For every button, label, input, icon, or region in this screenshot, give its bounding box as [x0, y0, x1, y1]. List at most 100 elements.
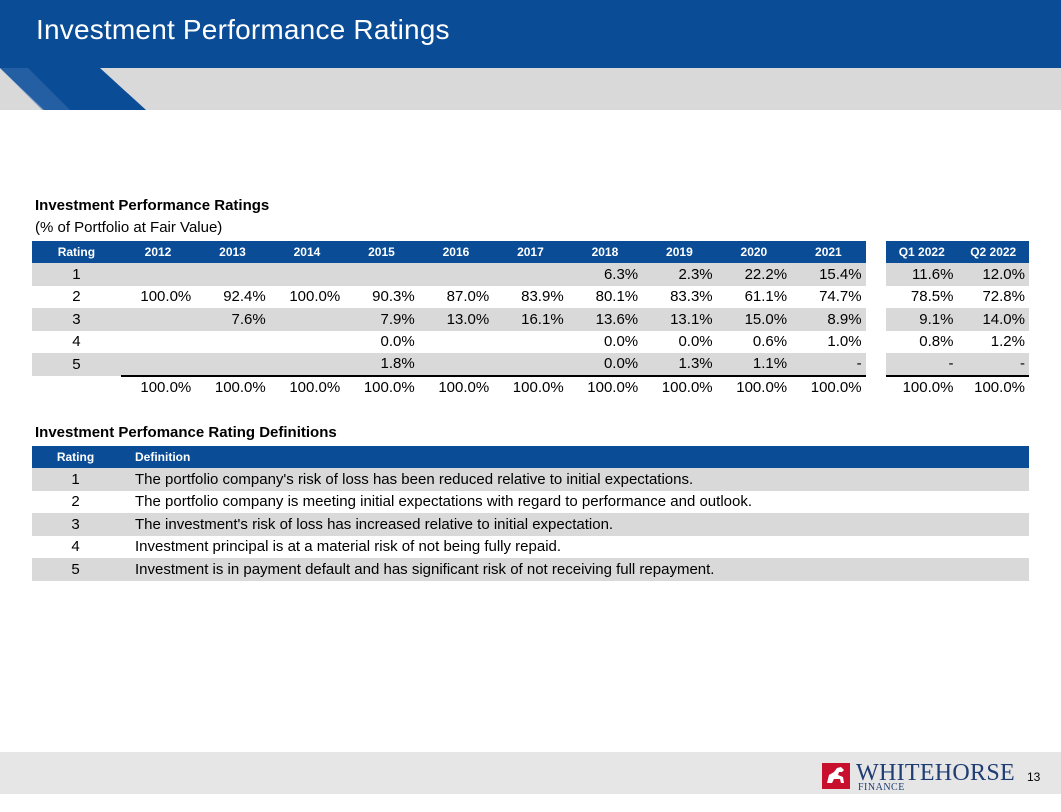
value-cell: 7.9%	[344, 308, 419, 331]
definition-row: 5 Investment is in payment default and h…	[32, 558, 1029, 581]
total-cell: 100.0%	[810, 378, 862, 396]
quarter-column-header: Q2 2022	[957, 241, 1029, 263]
value-cell	[493, 353, 568, 377]
column-gap	[865, 263, 887, 286]
totals-label-cell	[32, 376, 121, 399]
value-cell	[269, 308, 345, 331]
total-cell: 100.0%	[512, 378, 564, 396]
ratings-section-subtitle: (% of Portfolio at Fair Value)	[35, 219, 223, 236]
value-cell: 16.1%	[493, 308, 568, 331]
value-cell: 12.0%	[957, 263, 1029, 286]
value-cell: 9.1%	[886, 308, 958, 331]
value-cell: 61.1%	[744, 288, 788, 306]
definition-cell: Investment is in payment default and has…	[119, 558, 1029, 581]
total-cell: 100.0%	[214, 378, 266, 396]
value-cell: 13.6%	[567, 308, 643, 331]
value-cell: 0.8%	[919, 333, 954, 351]
year-column-header: 2014	[269, 241, 345, 263]
value-cell: 1.1%	[716, 353, 792, 377]
rating-cell: 2	[71, 493, 80, 511]
value-cell: 83.9%	[521, 288, 564, 306]
value-cell	[493, 331, 567, 354]
year-column-header: 2015	[344, 241, 419, 263]
total-cell: 100.0%	[736, 378, 788, 396]
value-cell: 90.3%	[372, 288, 415, 306]
value-cell	[269, 353, 345, 377]
totals-row: 100.0% 100.0% 100.0% 100.0% 100.0% 100.0…	[32, 375, 1029, 399]
year-column-header: 2021	[791, 241, 866, 263]
value-cell	[344, 263, 419, 286]
value-cell: 0.0%	[678, 333, 713, 351]
value-cell	[195, 331, 269, 354]
table-row: 5 1.8% 0.0% 1.3% 1.1% - - -	[32, 353, 1029, 377]
definition-cell: The portfolio company is meeting initial…	[135, 493, 752, 511]
value-cell: 1.2%	[990, 333, 1025, 351]
column-gap	[865, 353, 887, 376]
value-cell	[270, 331, 344, 354]
definitions-table: Rating Definition 1 The portfolio compan…	[32, 446, 1029, 581]
rating-column-header: Rating	[32, 241, 121, 263]
value-cell: 6.3%	[567, 263, 643, 286]
definition-cell: The portfolio company's risk of loss has…	[119, 468, 1029, 491]
definition-column-header: Definition	[119, 446, 1029, 468]
column-gap	[865, 241, 887, 263]
value-cell: 80.1%	[595, 288, 639, 306]
value-cell: 2.3%	[642, 263, 717, 286]
rating-cell: 5	[32, 558, 119, 581]
horse-logo-icon	[822, 763, 850, 789]
definitions-header-row: Rating Definition	[32, 446, 1029, 468]
ratings-header-row: Rating 2012 2013 2014 2015 2016 2017 201…	[32, 241, 1029, 263]
value-cell: 0.6%	[752, 333, 788, 351]
year-column-header: 2016	[418, 241, 494, 263]
definition-cell: Investment principal is at a material ri…	[135, 538, 562, 556]
header-blue-band	[0, 0, 1061, 68]
value-cell: 15.4%	[791, 263, 866, 286]
value-cell: 87.0%	[446, 288, 490, 306]
value-cell	[195, 263, 270, 286]
value-cell: 0.0%	[603, 333, 639, 351]
value-cell: 92.4%	[223, 288, 266, 306]
rating-cell: 4	[71, 538, 80, 556]
value-cell: 13.1%	[642, 308, 717, 331]
total-cell: 100.0%	[140, 378, 192, 396]
year-column-header: 2017	[493, 241, 568, 263]
value-cell: 74.7%	[819, 288, 862, 306]
value-cell	[269, 263, 345, 286]
total-cell: 100.0%	[438, 378, 490, 396]
column-gap	[865, 285, 887, 308]
value-cell	[195, 353, 270, 377]
table-row: 1 6.3% 2.3% 22.2% 15.4% 11.6% 12.0%	[32, 263, 1029, 286]
year-column-header: 2012	[120, 241, 196, 263]
definition-row: 3 The investment's risk of loss has incr…	[32, 513, 1029, 536]
rating-cell: 3	[32, 513, 119, 536]
year-column-header: 2020	[716, 241, 792, 263]
total-cell: 100.0%	[974, 378, 1025, 396]
value-cell: 78.5%	[910, 288, 954, 306]
value-cell: 1.3%	[642, 353, 717, 377]
value-cell: -	[791, 353, 866, 377]
rating-cell: 3	[32, 308, 121, 331]
slide-footer	[0, 752, 1061, 794]
value-cell: 1.8%	[344, 353, 419, 377]
value-cell: 100.0%	[140, 288, 192, 306]
ratings-table: Rating 2012 2013 2014 2015 2016 2017 201…	[32, 241, 1029, 398]
rating-cell: 2	[72, 288, 81, 306]
slide-header: Investment Performance Ratings	[0, 0, 1061, 110]
logo-subtext: FINANCE	[858, 782, 905, 793]
quarter-column-header: Q1 2022	[886, 241, 958, 263]
header-accent-shape	[0, 68, 146, 110]
definition-cell: The investment's risk of loss has increa…	[119, 513, 1029, 536]
definition-row: 1 The portfolio company's risk of loss h…	[32, 468, 1029, 491]
value-cell: 1.0%	[827, 333, 862, 351]
value-cell: 15.0%	[716, 308, 792, 331]
column-gap	[865, 375, 887, 398]
value-cell: 11.6%	[886, 263, 958, 286]
year-column-header: 2019	[642, 241, 717, 263]
value-cell: -	[957, 353, 1029, 377]
definition-row: 2 The portfolio company is meeting initi…	[32, 491, 1029, 514]
total-cell: 100.0%	[902, 378, 954, 396]
rating-cell: 1	[32, 263, 121, 286]
page-title: Investment Performance Ratings	[36, 14, 450, 45]
header-grey-band	[0, 68, 1061, 110]
value-cell: 83.3%	[670, 288, 713, 306]
